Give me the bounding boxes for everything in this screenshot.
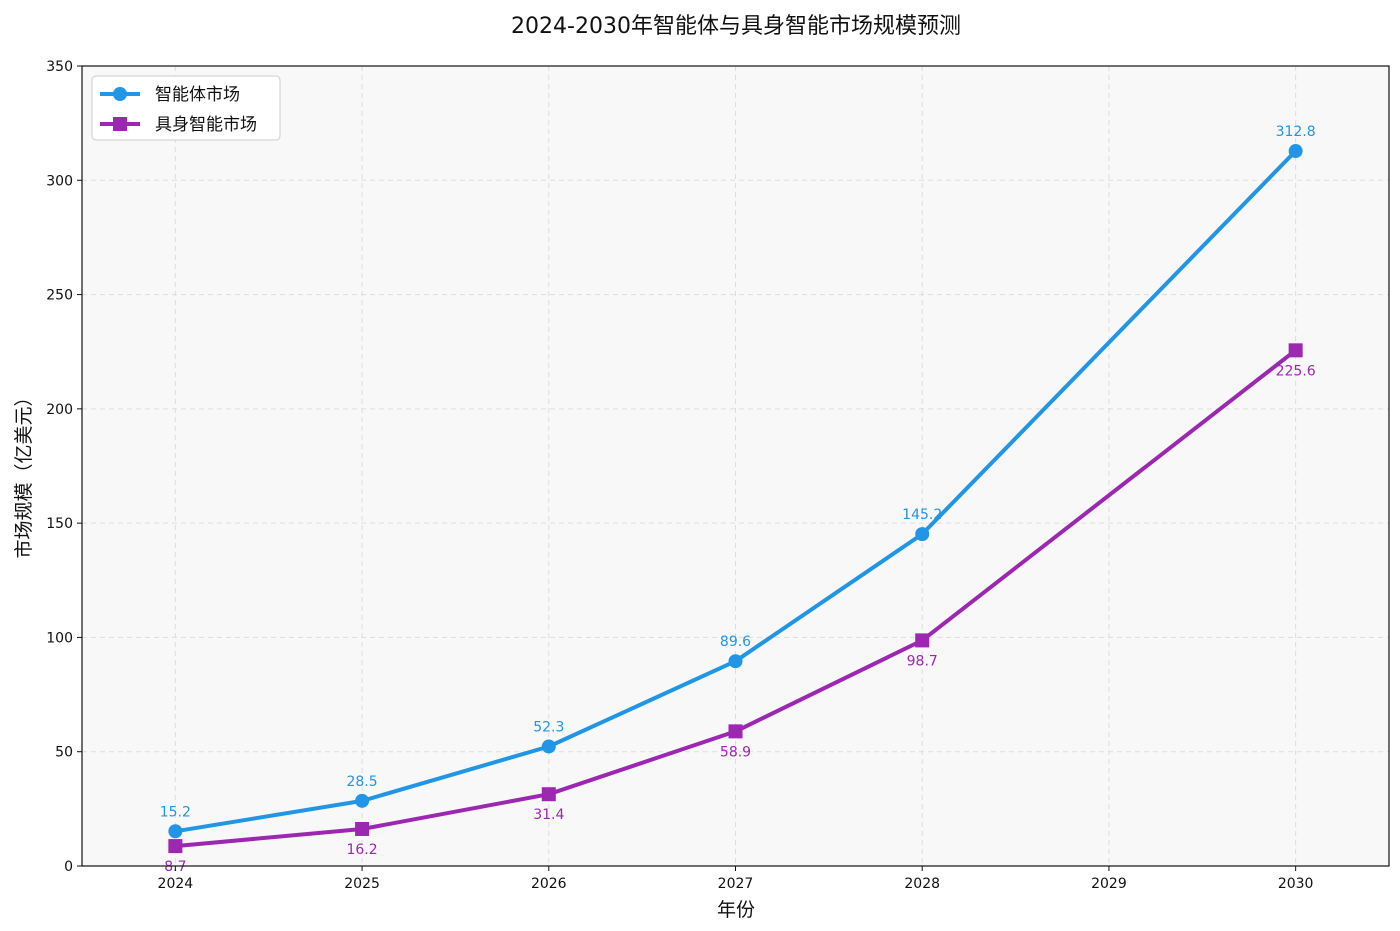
legend-label: 具身智能市场 xyxy=(155,115,257,135)
chart-title: 2024-2030年智能体与具身智能市场规模预测 xyxy=(511,14,961,39)
data-label: 145.2 xyxy=(902,507,942,523)
series-line xyxy=(173,149,1298,834)
data-label: 15.2 xyxy=(160,804,191,820)
series-layer: 15.228.552.389.6145.2312.88.716.231.458.… xyxy=(160,124,1316,875)
x-axis-label: 年份 xyxy=(717,899,755,921)
data-point xyxy=(1288,144,1303,159)
data-point xyxy=(355,793,370,808)
legend-marker xyxy=(113,117,127,131)
data-label: 98.7 xyxy=(907,653,938,669)
data-label: 58.9 xyxy=(720,744,751,760)
x-tick-label: 2030 xyxy=(1278,876,1314,892)
data-point xyxy=(168,824,183,839)
x-tick-label: 2025 xyxy=(344,876,380,892)
data-label: 16.2 xyxy=(346,842,377,858)
series-line xyxy=(173,348,1298,849)
y-tick-label: 200 xyxy=(46,402,73,418)
y-tick-label: 350 xyxy=(46,59,73,75)
series-1: 15.2 28.5 52.3 89.6 145.2 312.8 xyxy=(160,124,1316,839)
y-tick-label: 150 xyxy=(46,516,73,532)
legend-item-2: 具身智能市场 xyxy=(100,115,257,135)
x-tick-label: 2024 xyxy=(158,876,194,892)
data-point xyxy=(915,527,930,542)
y-axis-label: 市场规模（亿美元） xyxy=(13,387,35,558)
x-tick-label: 2028 xyxy=(904,876,940,892)
data-point xyxy=(541,739,556,754)
data-point xyxy=(355,821,370,836)
data-label: 312.8 xyxy=(1276,124,1316,140)
data-label: 52.3 xyxy=(533,719,564,735)
data-label: 89.6 xyxy=(720,634,751,650)
data-point xyxy=(168,839,183,854)
y-tick-label: 250 xyxy=(46,288,73,304)
y-tick-label: 50 xyxy=(55,745,73,761)
data-point xyxy=(915,633,930,648)
y-axis: 0 50 100 150 200 250 300 350 xyxy=(46,59,82,875)
data-label: 225.6 xyxy=(1276,363,1316,379)
y-tick-label: 0 xyxy=(64,859,73,875)
data-point xyxy=(728,654,743,669)
legend-marker xyxy=(113,87,127,101)
x-tick-label: 2026 xyxy=(531,876,567,892)
x-tick-label: 2027 xyxy=(718,876,754,892)
data-point xyxy=(728,724,743,739)
data-point xyxy=(1288,343,1303,358)
legend-item-1: 智能体市场 xyxy=(100,85,240,105)
data-label: 28.5 xyxy=(346,774,377,790)
data-point xyxy=(541,787,556,802)
y-tick-label: 300 xyxy=(46,173,73,189)
legend-label: 智能体市场 xyxy=(155,85,240,105)
data-label: 31.4 xyxy=(533,807,564,823)
y-tick-label: 100 xyxy=(46,630,73,646)
x-axis: 2024 2025 2026 2027 2028 2029 2030 xyxy=(158,866,1314,892)
x-tick-label: 2029 xyxy=(1091,876,1127,892)
